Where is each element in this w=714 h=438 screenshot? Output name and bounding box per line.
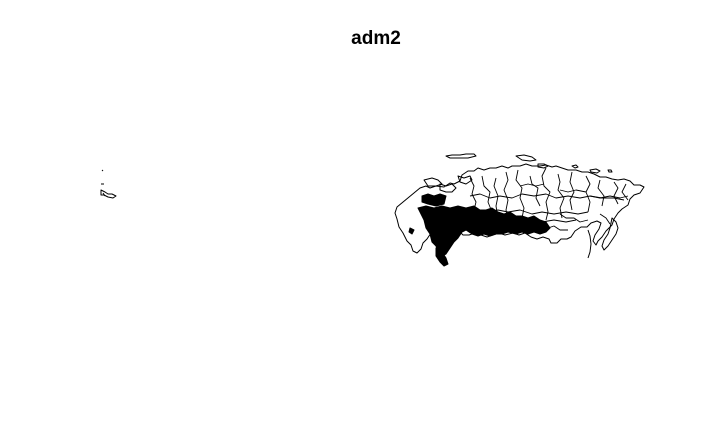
- plot-title: adm2: [351, 28, 401, 49]
- chukotka-fragment: [100, 169, 117, 199]
- european-russia-dense: [408, 193, 551, 267]
- kamchatka: [587, 217, 619, 259]
- kola-karelia: [423, 175, 473, 193]
- admin-boundaries-east: [469, 167, 629, 231]
- arctic-islands: [445, 153, 613, 174]
